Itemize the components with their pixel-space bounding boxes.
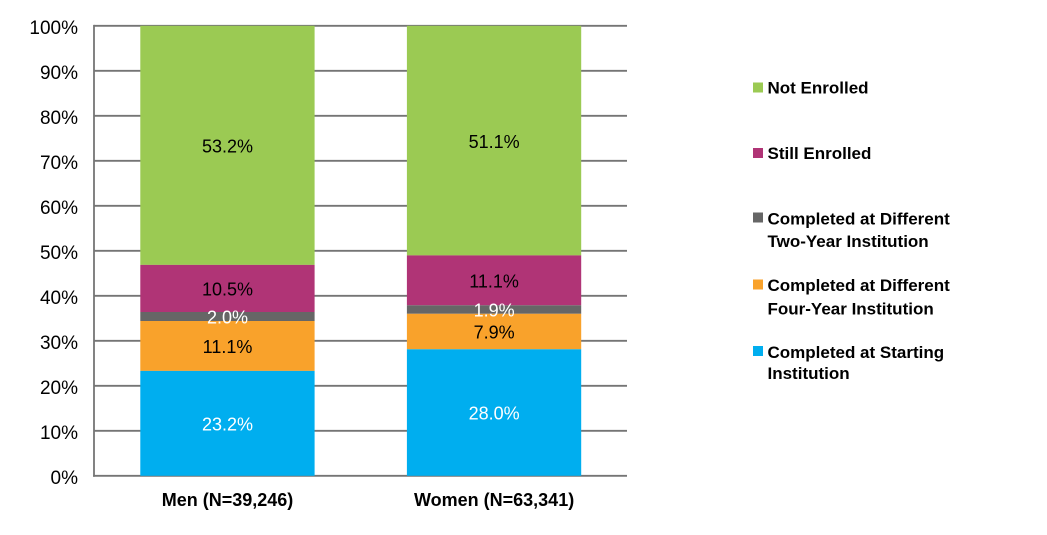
svg-text:10.5%: 10.5% bbox=[202, 280, 253, 300]
svg-text:28.0%: 28.0% bbox=[469, 403, 520, 423]
svg-text:60%: 60% bbox=[40, 198, 78, 219]
svg-text:1.9%: 1.9% bbox=[474, 301, 515, 321]
svg-text:11.1%: 11.1% bbox=[469, 272, 519, 292]
svg-text:Four-Year Institution: Four-Year Institution bbox=[768, 299, 934, 318]
svg-text:Completed at Starting: Completed at Starting bbox=[768, 343, 945, 362]
svg-text:23.2%: 23.2% bbox=[202, 415, 253, 435]
svg-text:10%: 10% bbox=[40, 423, 78, 444]
svg-text:100%: 100% bbox=[29, 18, 78, 39]
svg-text:2.0%: 2.0% bbox=[207, 308, 248, 328]
svg-text:20%: 20% bbox=[40, 378, 78, 399]
svg-text:0%: 0% bbox=[51, 468, 79, 489]
svg-text:90%: 90% bbox=[40, 63, 78, 84]
svg-text:Not Enrolled: Not Enrolled bbox=[768, 79, 869, 98]
svg-text:Institution: Institution bbox=[768, 364, 850, 383]
svg-text:Men (N=39,246): Men (N=39,246) bbox=[162, 490, 294, 510]
svg-text:Still Enrolled: Still Enrolled bbox=[768, 144, 872, 163]
svg-text:53.2%: 53.2% bbox=[202, 137, 253, 157]
svg-text:80%: 80% bbox=[40, 108, 78, 129]
svg-text:30%: 30% bbox=[40, 333, 78, 354]
svg-text:Women (N=63,341): Women (N=63,341) bbox=[414, 490, 574, 510]
svg-text:7.9%: 7.9% bbox=[474, 323, 515, 343]
svg-text:11.1%: 11.1% bbox=[203, 337, 253, 357]
svg-text:Completed at Different: Completed at Different bbox=[768, 276, 951, 295]
svg-text:40%: 40% bbox=[40, 288, 78, 309]
svg-text:Completed at Different: Completed at Different bbox=[768, 210, 951, 229]
svg-text:51.1%: 51.1% bbox=[469, 132, 520, 152]
svg-text:50%: 50% bbox=[40, 243, 78, 264]
svg-text:70%: 70% bbox=[40, 153, 78, 174]
svg-text:Two-Year Institution: Two-Year Institution bbox=[768, 232, 929, 251]
